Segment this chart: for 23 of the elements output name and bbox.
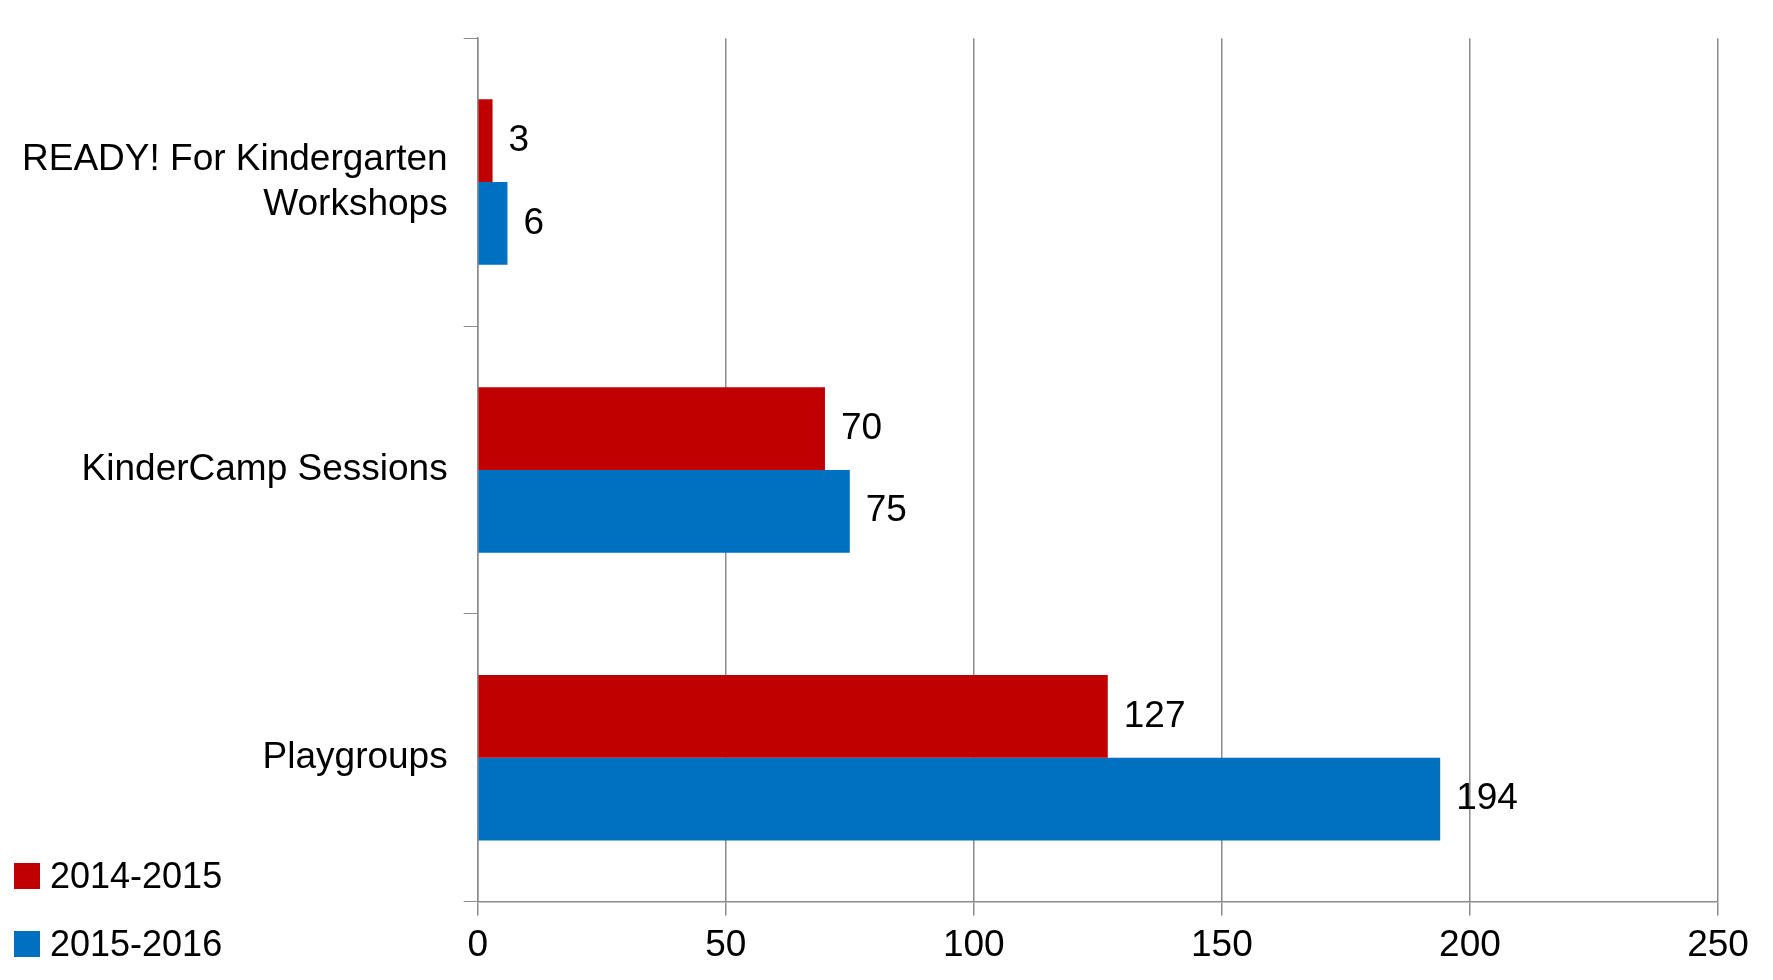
x-tick-label: 50 bbox=[705, 923, 747, 964]
bar bbox=[478, 757, 1441, 841]
data-label: 127 bbox=[1123, 693, 1186, 735]
bar bbox=[478, 469, 850, 553]
legend-label: 2015-2016 bbox=[50, 923, 223, 965]
bar bbox=[478, 387, 825, 470]
y-tick-label: Playgroups bbox=[262, 734, 448, 776]
data-label: 194 bbox=[1456, 776, 1518, 818]
bar bbox=[478, 182, 508, 265]
x-tick-label: 250 bbox=[1687, 923, 1749, 964]
data-label: 70 bbox=[840, 405, 883, 447]
x-tick-label: 100 bbox=[942, 923, 1005, 964]
x-tick-label: 200 bbox=[1439, 923, 1501, 964]
bar bbox=[478, 674, 1108, 758]
x-tick-label: 0 bbox=[467, 923, 488, 964]
data-label: 6 bbox=[523, 200, 545, 242]
legend-label: 2014-2015 bbox=[50, 855, 223, 897]
x-tick-label: 150 bbox=[1191, 923, 1253, 964]
y-tick-label: KinderCamp Sessions bbox=[81, 447, 448, 489]
data-label: 3 bbox=[508, 117, 530, 159]
bar bbox=[478, 99, 493, 183]
data-label: 75 bbox=[865, 488, 907, 530]
y-tick-label: READY! For Kindergarten Workshops bbox=[21, 137, 448, 223]
